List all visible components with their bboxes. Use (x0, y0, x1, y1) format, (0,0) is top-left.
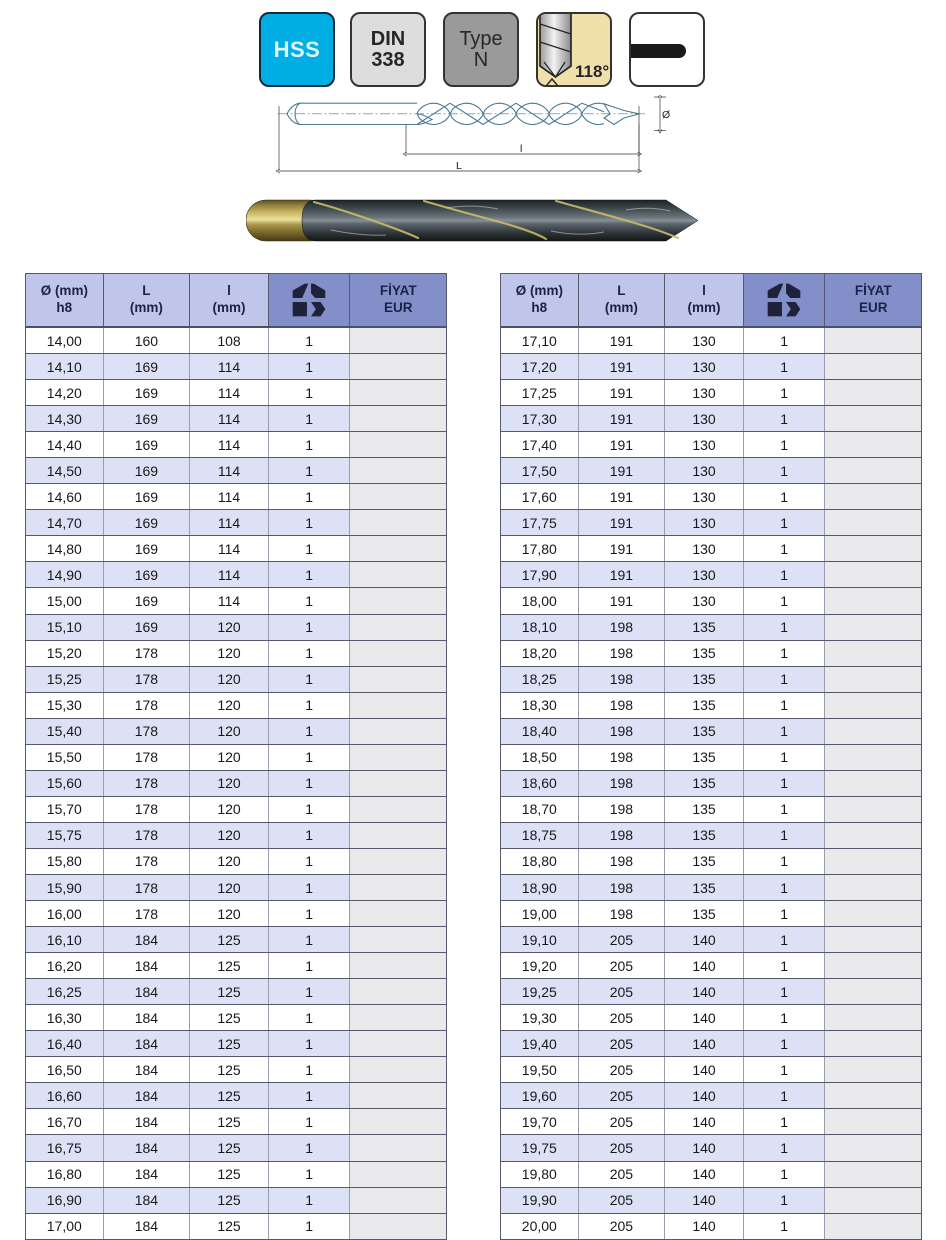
svg-text:l: l (520, 143, 522, 155)
svg-text:Ø: Ø (662, 109, 670, 121)
svg-text:L: L (456, 160, 462, 172)
svg-text:118°: 118° (575, 62, 609, 81)
